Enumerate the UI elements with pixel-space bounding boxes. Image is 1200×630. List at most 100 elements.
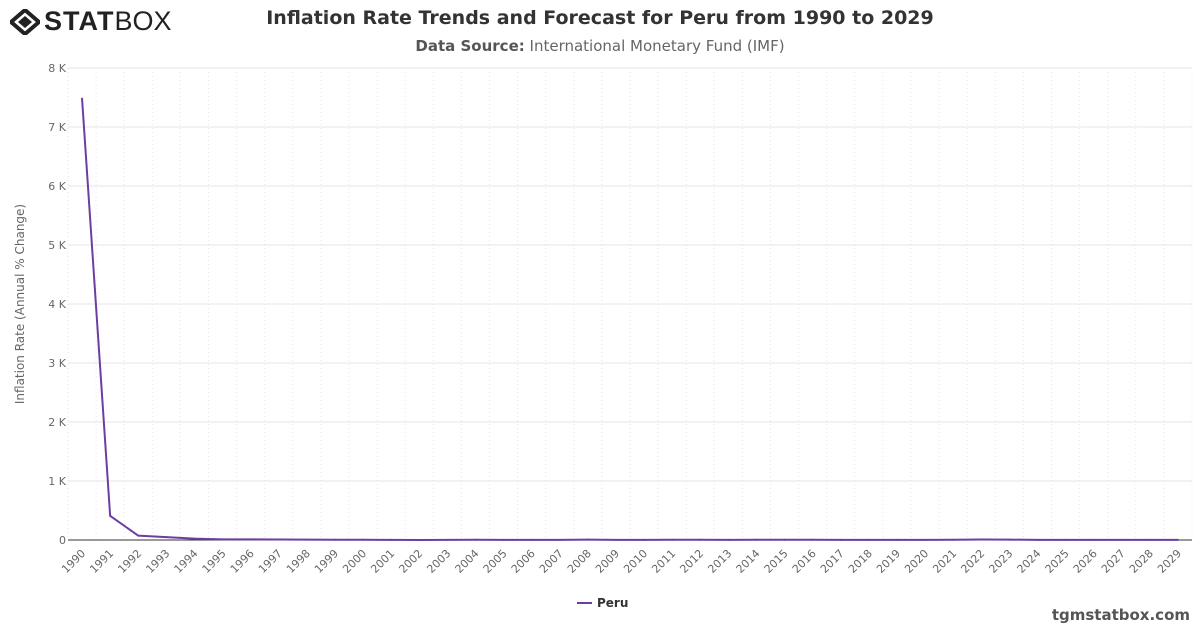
- brand-watermark: tgmstatbox.com: [1051, 606, 1190, 624]
- y-tick-label: 8 K: [48, 62, 66, 75]
- x-tick-label: 2019: [874, 547, 903, 576]
- chart-subtitle: Data Source: International Monetary Fund…: [0, 37, 1200, 55]
- data-point: [1092, 538, 1095, 541]
- x-tick-label: 1994: [172, 547, 201, 576]
- source-value: International Monetary Fund (IMF): [529, 37, 785, 55]
- x-tick-label: 2020: [902, 547, 931, 576]
- data-point: [755, 538, 758, 541]
- data-point: [558, 538, 561, 541]
- x-tick-label: 1996: [228, 547, 257, 576]
- data-point: [1148, 538, 1151, 541]
- x-tick-label: 2007: [537, 547, 566, 576]
- x-tick-label: 2027: [1099, 547, 1128, 576]
- data-point: [390, 538, 393, 541]
- x-tick-label: 1992: [115, 547, 144, 576]
- x-tick-label: 2006: [509, 547, 538, 576]
- data-point: [221, 538, 224, 541]
- legend-label: Peru: [597, 596, 628, 610]
- data-point: [362, 538, 365, 541]
- data-point: [109, 514, 112, 517]
- data-point: [1120, 538, 1123, 541]
- x-tick-label: 2010: [621, 547, 650, 576]
- x-tick-label: 1995: [200, 547, 229, 576]
- x-tick-label: 2018: [846, 547, 875, 576]
- data-point: [783, 538, 786, 541]
- data-point: [1176, 538, 1179, 541]
- data-point: [671, 538, 674, 541]
- x-tick-label: 2024: [1015, 547, 1044, 576]
- data-point: [895, 538, 898, 541]
- data-point: [614, 538, 617, 541]
- x-tick-label: 2017: [818, 547, 847, 576]
- x-tick-label: 2023: [986, 547, 1015, 576]
- y-tick-label: 7 K: [48, 121, 66, 134]
- x-tick-label: 2022: [958, 547, 987, 576]
- diamond-logo-icon: [10, 8, 40, 35]
- x-tick-label: 2008: [565, 547, 594, 576]
- data-point: [137, 534, 140, 537]
- data-point: [530, 538, 533, 541]
- data-point: [586, 538, 589, 541]
- x-tick-label: 2012: [677, 547, 706, 576]
- y-tick-label: 1 K: [48, 475, 66, 488]
- x-tick-label: 2002: [396, 547, 425, 576]
- data-point: [81, 97, 84, 100]
- x-tick-label: 1998: [284, 547, 313, 576]
- data-point: [952, 538, 955, 541]
- chart-title: Inflation Rate Trends and Forecast for P…: [266, 7, 934, 29]
- statbox-logo: STATBOX: [10, 6, 172, 37]
- data-point: [502, 538, 505, 541]
- x-tick-label: 2003: [424, 547, 453, 576]
- x-tick-label: 2029: [1155, 547, 1184, 576]
- data-point: [839, 538, 842, 541]
- x-tick-label: 2004: [453, 547, 482, 576]
- y-tick-label: 3 K: [48, 357, 66, 370]
- x-tick-label: 2005: [481, 547, 510, 576]
- x-tick-label: 2001: [368, 547, 397, 576]
- x-tick-label: 2016: [790, 547, 819, 576]
- data-point: [924, 538, 927, 541]
- data-point: [1036, 538, 1039, 541]
- x-tick-label: 1997: [256, 547, 285, 576]
- y-tick-label: 0: [59, 534, 66, 547]
- data-point: [193, 537, 196, 540]
- x-tick-label: 2026: [1071, 547, 1100, 576]
- data-point: [249, 538, 252, 541]
- x-tick-label: 2028: [1127, 547, 1156, 576]
- series-line-peru: [81, 98, 1178, 541]
- data-point: [727, 538, 730, 541]
- x-tick-label: 2015: [762, 547, 791, 576]
- y-axis-title: Inflation Rate (Annual % Change): [13, 204, 27, 404]
- y-tick-label: 2 K: [48, 416, 66, 429]
- x-tick-label: 2021: [930, 547, 959, 576]
- y-tick-label: 5 K: [48, 239, 66, 252]
- x-tick-label: 2013: [705, 547, 734, 576]
- data-point: [277, 538, 280, 541]
- x-tick-label: 2014: [734, 547, 763, 576]
- data-point: [980, 538, 983, 541]
- source-label: Data Source:: [415, 37, 525, 55]
- x-tick-label: 2009: [593, 547, 622, 576]
- x-tick-label: 2000: [340, 547, 369, 576]
- data-point: [305, 538, 308, 541]
- data-point: [333, 538, 336, 541]
- x-tick-label: 2025: [1043, 547, 1072, 576]
- y-tick-label: 4 K: [48, 298, 66, 311]
- x-tick-label: 1990: [59, 547, 88, 576]
- y-tick-label: 6 K: [48, 180, 66, 193]
- x-tick-label: 1999: [312, 547, 341, 576]
- data-point: [446, 538, 449, 541]
- data-point: [811, 538, 814, 541]
- x-tick-label: 1993: [143, 547, 172, 576]
- data-point: [699, 538, 702, 541]
- data-point: [418, 538, 421, 541]
- data-point: [643, 538, 646, 541]
- data-point: [867, 538, 870, 541]
- x-tick-label: 2011: [649, 547, 678, 576]
- data-point: [474, 538, 477, 541]
- data-point: [165, 536, 168, 539]
- data-point: [1008, 538, 1011, 541]
- x-tick-label: 1991: [87, 547, 116, 576]
- data-point: [1064, 538, 1067, 541]
